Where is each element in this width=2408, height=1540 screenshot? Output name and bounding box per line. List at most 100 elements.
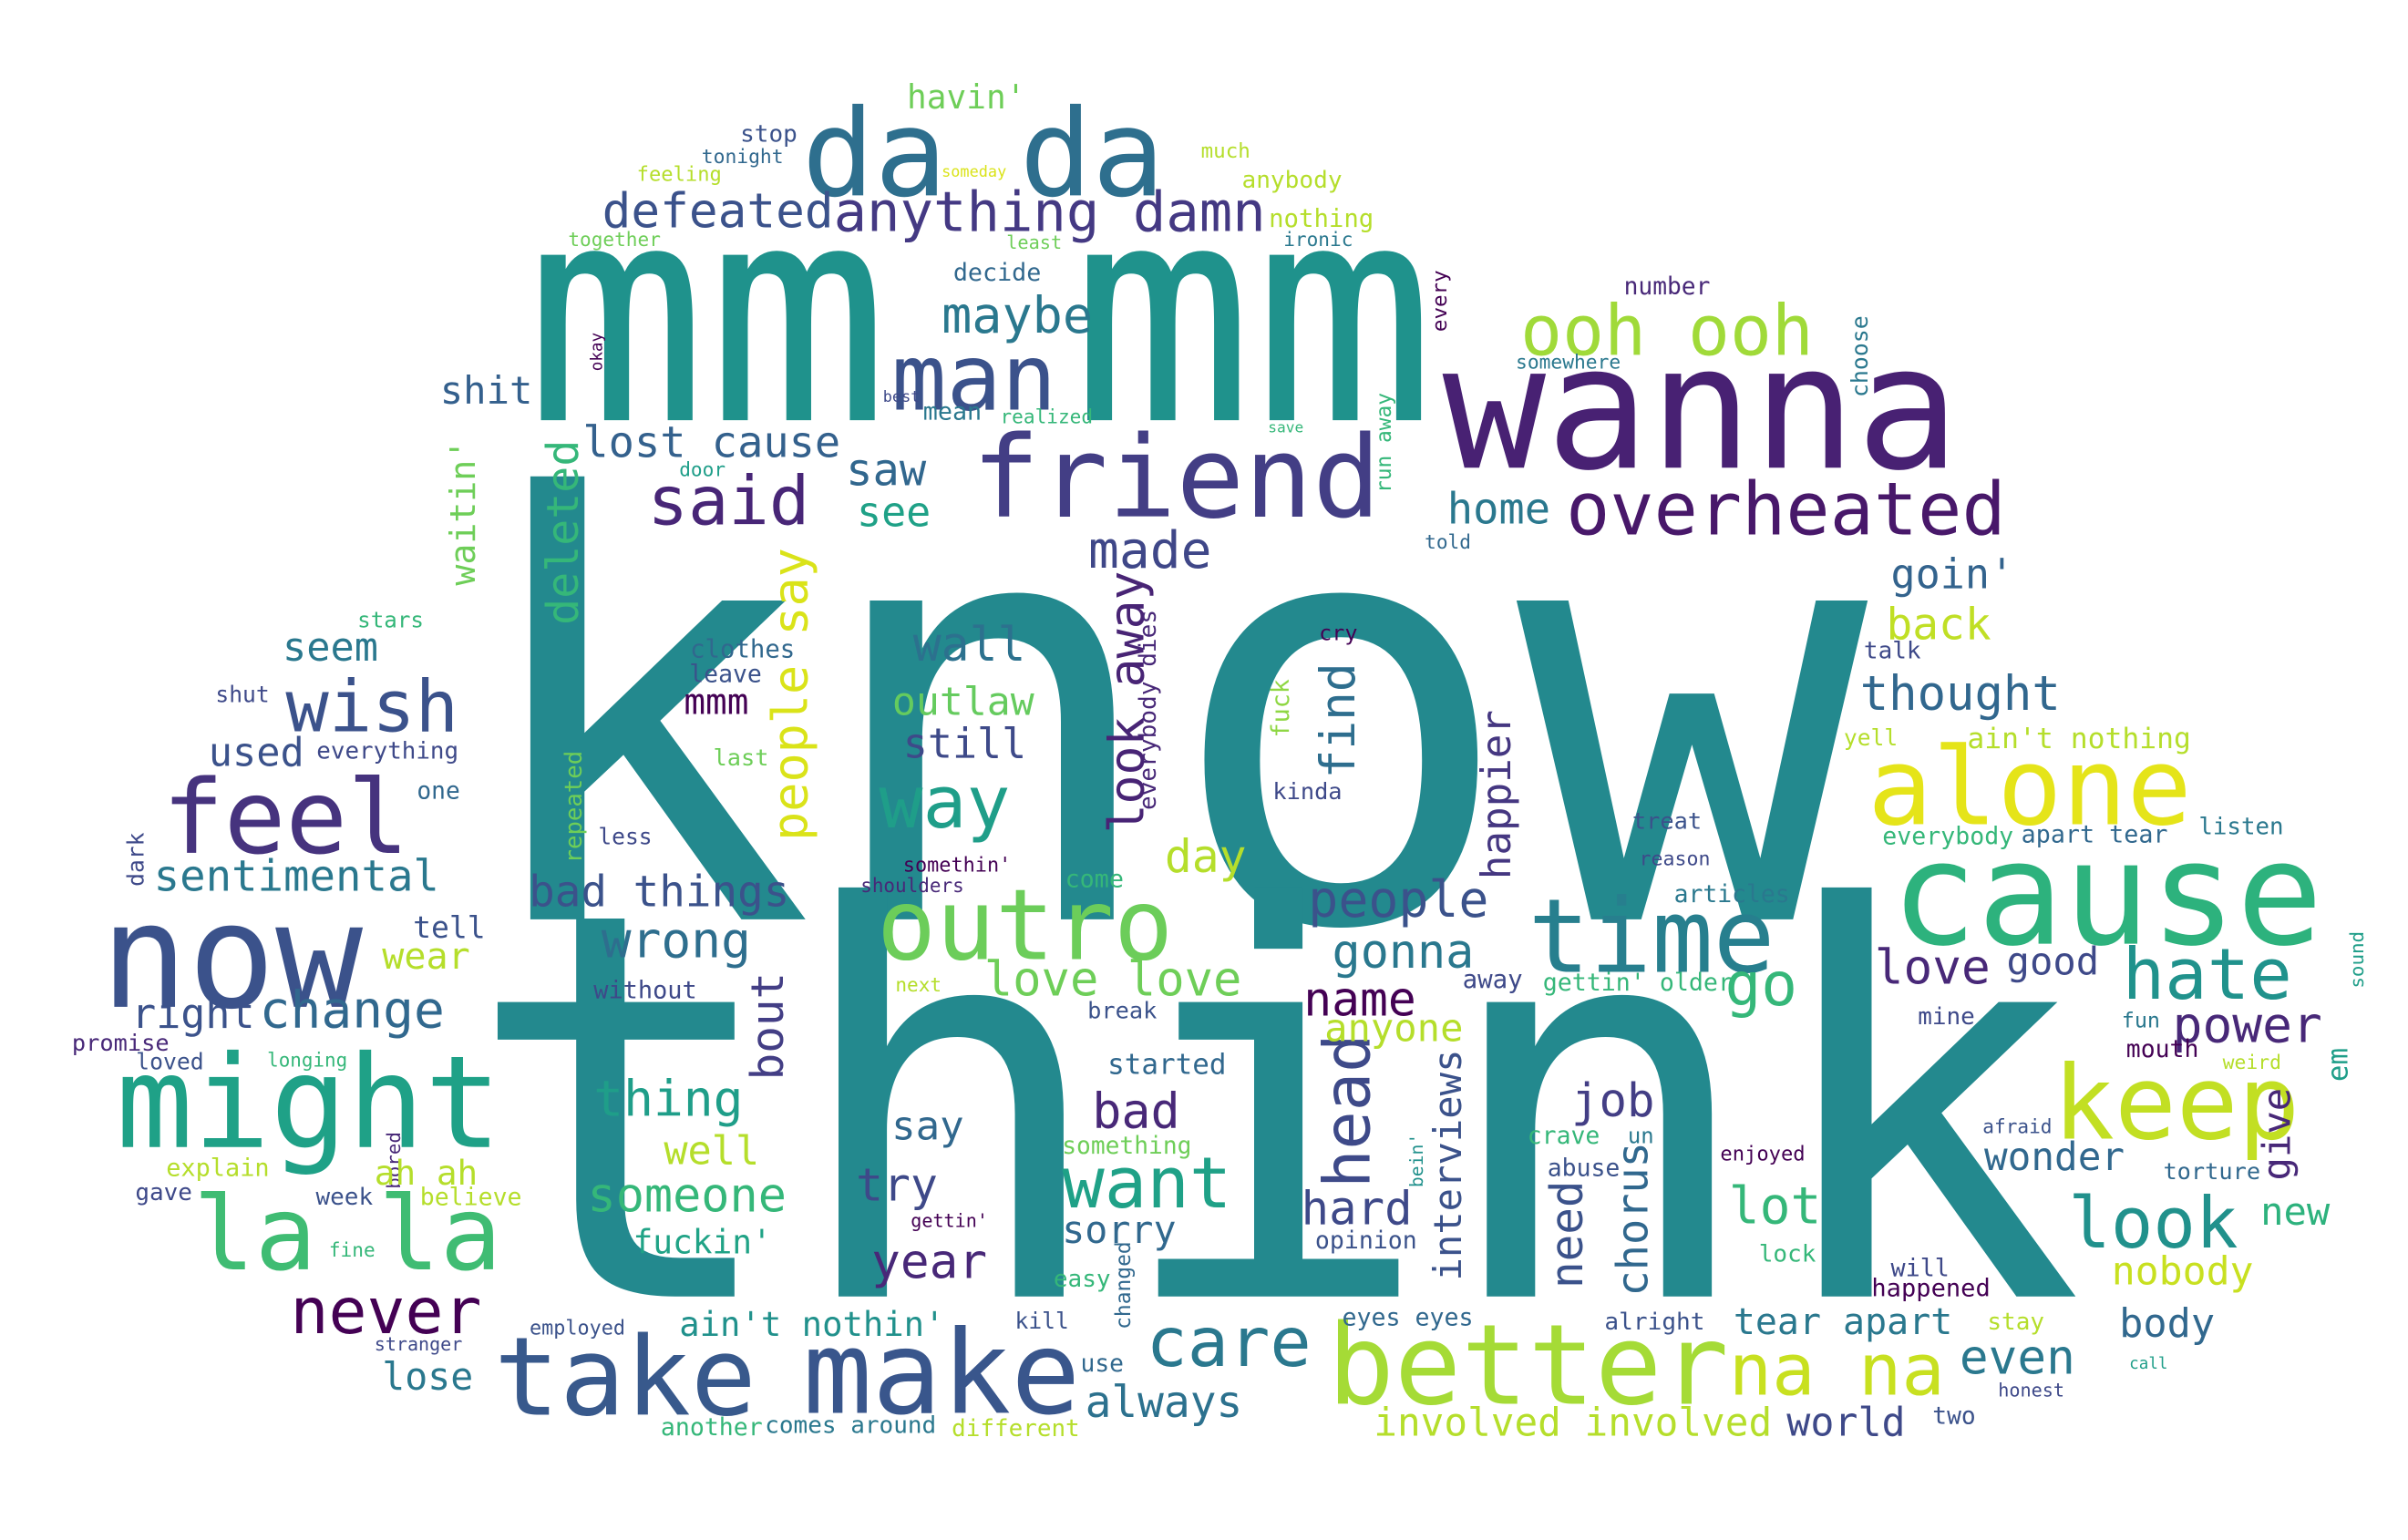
word: promise — [72, 1030, 170, 1056]
word: hard — [1302, 1181, 1413, 1235]
word: abuse — [1548, 1154, 1621, 1182]
word: well — [664, 1128, 759, 1174]
word: havin' — [907, 77, 1025, 117]
word: explain — [166, 1154, 269, 1182]
word: new — [2260, 1189, 2331, 1234]
word: ah ah — [375, 1153, 478, 1193]
word: feel — [162, 758, 409, 878]
word: body — [2119, 1301, 2215, 1347]
word: look away — [1098, 571, 1155, 834]
word: em — [2322, 1048, 2355, 1082]
word: someday — [942, 162, 1006, 180]
word: defeated — [602, 183, 834, 239]
word: good — [2007, 939, 2100, 983]
word: cause — [1891, 812, 2323, 979]
word: will — [1891, 1254, 1950, 1282]
word: say — [891, 1104, 964, 1150]
word: next — [895, 973, 942, 996]
word: honest — [1998, 1380, 2064, 1401]
word: yell — [1844, 724, 1898, 751]
word: everything — [316, 738, 458, 765]
word: might — [116, 1029, 501, 1178]
word: longing — [267, 1049, 347, 1071]
word: tonight — [702, 146, 784, 169]
word: save — [1268, 419, 1303, 436]
word: never — [291, 1275, 482, 1349]
word: torture — [2163, 1158, 2260, 1185]
word: mmm — [684, 681, 748, 723]
word: without — [593, 977, 696, 1005]
word: bored — [383, 1132, 405, 1189]
word: wear — [382, 936, 470, 978]
word: reason — [1640, 848, 1711, 871]
word: lot — [1729, 1177, 1822, 1237]
word: know — [463, 378, 1872, 1057]
word: started — [1107, 1048, 1226, 1081]
word: afraid — [1982, 1115, 2052, 1138]
word: opinion — [1315, 1227, 1417, 1255]
word: try — [856, 1159, 938, 1212]
word: door — [679, 457, 725, 480]
word: talk — [1864, 638, 1921, 665]
word: another — [661, 1413, 763, 1442]
word: year — [871, 1235, 987, 1290]
word: everybody dies — [1135, 610, 1162, 810]
word: take — [494, 1315, 756, 1442]
word: stop — [740, 120, 798, 148]
word: thing — [593, 1070, 743, 1128]
word: everybody — [1882, 822, 2013, 850]
word: care — [1146, 1302, 1311, 1382]
word: fuckin' — [633, 1223, 771, 1262]
word: last — [714, 744, 769, 771]
word: something — [1062, 1133, 1191, 1160]
word: love — [1875, 939, 1991, 995]
word: want — [1062, 1143, 1231, 1225]
word: involved involved — [1374, 1400, 1772, 1445]
word: keep — [2053, 1043, 2300, 1163]
word: even — [1960, 1330, 2075, 1386]
word: bad — [1092, 1083, 1180, 1140]
word: used — [209, 730, 304, 775]
word: give — [2254, 1088, 2299, 1181]
word: tell — [413, 909, 486, 945]
word: stranger — [375, 1333, 463, 1355]
word: every — [1428, 270, 1452, 332]
word: lost cause — [582, 418, 840, 468]
word: eyes eyes — [1343, 1304, 1474, 1332]
word: un — [1628, 1123, 1654, 1148]
word: still — [903, 720, 1026, 768]
word: seem — [283, 625, 378, 671]
word: saw — [846, 445, 927, 496]
word: bein' — [1406, 1134, 1427, 1187]
word: better — [1327, 1301, 1728, 1431]
word: power — [2173, 995, 2322, 1053]
word: okay — [588, 333, 606, 371]
word: sorry — [1062, 1207, 1176, 1252]
word: believe — [420, 1184, 522, 1212]
word: gave — [135, 1179, 192, 1206]
word: friend — [972, 413, 1381, 544]
word: dark — [123, 832, 149, 886]
word: loved — [136, 1049, 204, 1075]
word: two — [1932, 1403, 1975, 1431]
word: way — [880, 760, 1011, 845]
word: someone — [587, 1168, 786, 1223]
word: happened — [1871, 1274, 1990, 1302]
word: mouth — [2126, 1035, 2199, 1063]
word: best — [883, 387, 921, 406]
word: somethin' — [903, 854, 1012, 877]
word: alone — [1868, 724, 2192, 850]
word: gonna — [1333, 925, 1475, 980]
word: fuck — [1267, 679, 1295, 737]
word: leave — [689, 661, 762, 689]
word: sound — [2346, 931, 2368, 989]
word: use — [1081, 1350, 1124, 1378]
word: anyone — [1324, 1005, 1463, 1050]
word: changed — [1112, 1241, 1136, 1330]
word: much — [1201, 139, 1250, 163]
word: nobody — [2112, 1248, 2254, 1294]
word: sentimental — [154, 851, 439, 901]
